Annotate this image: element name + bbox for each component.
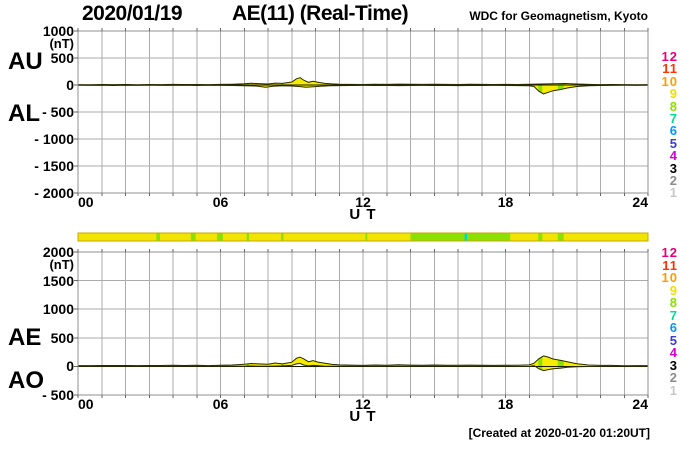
series-ao bbox=[77, 362, 649, 372]
ytick-label: 0 bbox=[66, 358, 74, 375]
ytick-label: - 2000 bbox=[34, 185, 74, 201]
y-unit-label: (nT) bbox=[49, 257, 74, 272]
area-fill-overlay bbox=[190, 355, 196, 371]
ytick-label: 500 bbox=[50, 329, 74, 346]
xtick-label: 00 bbox=[78, 396, 94, 412]
label-au: AU bbox=[8, 48, 43, 75]
station-count-11: 11 bbox=[662, 257, 678, 273]
station-count-6: 6 bbox=[669, 320, 678, 335]
station-count-6: 6 bbox=[669, 123, 678, 139]
area-fill-overlay bbox=[246, 355, 249, 371]
ytick-label: 1000 bbox=[42, 301, 74, 318]
x-axis-label: U T bbox=[349, 206, 377, 223]
station-count-2: 2 bbox=[669, 173, 678, 188]
y-unit-label: (nT) bbox=[49, 36, 74, 51]
station-count-4: 4 bbox=[669, 345, 678, 360]
station-count-4: 4 bbox=[669, 148, 678, 164]
station-count-5: 5 bbox=[669, 135, 678, 151]
station-bar-segment bbox=[464, 233, 468, 241]
source-label: WDC for Geomagnetism, Kyoto bbox=[469, 9, 648, 23]
station-count-3: 3 bbox=[669, 160, 678, 176]
station-bar-segment bbox=[246, 233, 249, 241]
station-bar-segment bbox=[156, 233, 160, 241]
area-fill-overlay bbox=[557, 355, 564, 371]
ytick-label: 0 bbox=[66, 77, 74, 93]
xtick-label: 18 bbox=[497, 396, 514, 412]
station-count-11: 11 bbox=[662, 61, 678, 77]
label-ae: AE bbox=[8, 324, 42, 351]
station-count-8: 8 bbox=[669, 98, 678, 114]
station-count-9: 9 bbox=[669, 86, 678, 102]
area-fill-overlay bbox=[538, 355, 543, 371]
ytick-label: 2000 bbox=[42, 244, 74, 260]
station-count-10: 10 bbox=[661, 270, 678, 285]
station-count-9: 9 bbox=[669, 282, 678, 298]
area-fill-overlay bbox=[410, 355, 511, 371]
station-count-12: 12 bbox=[661, 245, 678, 260]
station-bar-segment bbox=[557, 233, 564, 241]
area-fill-overlay bbox=[557, 77, 564, 94]
station-count-8: 8 bbox=[669, 295, 678, 310]
area-fill-overlay bbox=[156, 355, 160, 371]
xtick-label: 24 bbox=[632, 396, 648, 412]
station-count-3: 3 bbox=[669, 357, 678, 373]
label-ao: AO bbox=[8, 367, 44, 394]
xtick-label: 06 bbox=[212, 396, 229, 412]
area-fill-overlay bbox=[216, 355, 223, 371]
station-bar-segment bbox=[538, 233, 543, 241]
ytick-label: - 500 bbox=[42, 387, 74, 403]
station-count-2: 2 bbox=[669, 370, 678, 385]
station-count-10: 10 bbox=[661, 73, 678, 89]
station-count-7: 7 bbox=[669, 307, 678, 323]
ytick-label: 500 bbox=[50, 50, 74, 66]
area-fill-overlay bbox=[464, 355, 468, 371]
station-bar-segment bbox=[410, 233, 511, 241]
label-al: AL bbox=[8, 100, 40, 127]
ytick-label: 1500 bbox=[42, 272, 74, 289]
ytick-label: - 1000 bbox=[34, 131, 74, 147]
plot-date: 2020/01/19 bbox=[82, 2, 183, 25]
area-fill-overlay bbox=[365, 355, 368, 371]
xtick-label: 12 bbox=[355, 396, 371, 412]
ytick-label: 1000 bbox=[42, 23, 74, 39]
xtick-label: 00 bbox=[78, 194, 94, 210]
station-count-1: 1 bbox=[669, 185, 678, 201]
station-bar-segment bbox=[281, 233, 284, 241]
ytick-label: - 1500 bbox=[34, 158, 74, 174]
station-bar-segment bbox=[190, 233, 196, 241]
station-count-7: 7 bbox=[669, 111, 678, 126]
series-ae bbox=[78, 355, 648, 367]
xtick-label: 06 bbox=[212, 194, 229, 210]
station-count-12: 12 bbox=[661, 49, 678, 64]
created-timestamp: [Created at 2020-01-20 01:20UT] bbox=[468, 426, 650, 440]
series-au bbox=[77, 77, 649, 86]
area-fill-overlay bbox=[538, 77, 543, 94]
station-bar-base bbox=[78, 233, 648, 241]
x-axis-label: U T bbox=[349, 408, 377, 425]
station-bar-segment bbox=[365, 233, 368, 241]
station-count-1: 1 bbox=[669, 382, 678, 398]
station-bar-border bbox=[77, 232, 649, 242]
station-bar-segment bbox=[216, 233, 223, 241]
area-fill-overlay bbox=[281, 355, 284, 371]
plot-title: AE(11) (Real-Time) bbox=[232, 2, 409, 25]
ytick-label: - 500 bbox=[42, 104, 74, 120]
xtick-label: 24 bbox=[632, 194, 648, 210]
series-al bbox=[77, 84, 649, 95]
xtick-label: 18 bbox=[497, 194, 514, 210]
xtick-label: 12 bbox=[355, 194, 371, 210]
station-count-5: 5 bbox=[669, 332, 678, 348]
